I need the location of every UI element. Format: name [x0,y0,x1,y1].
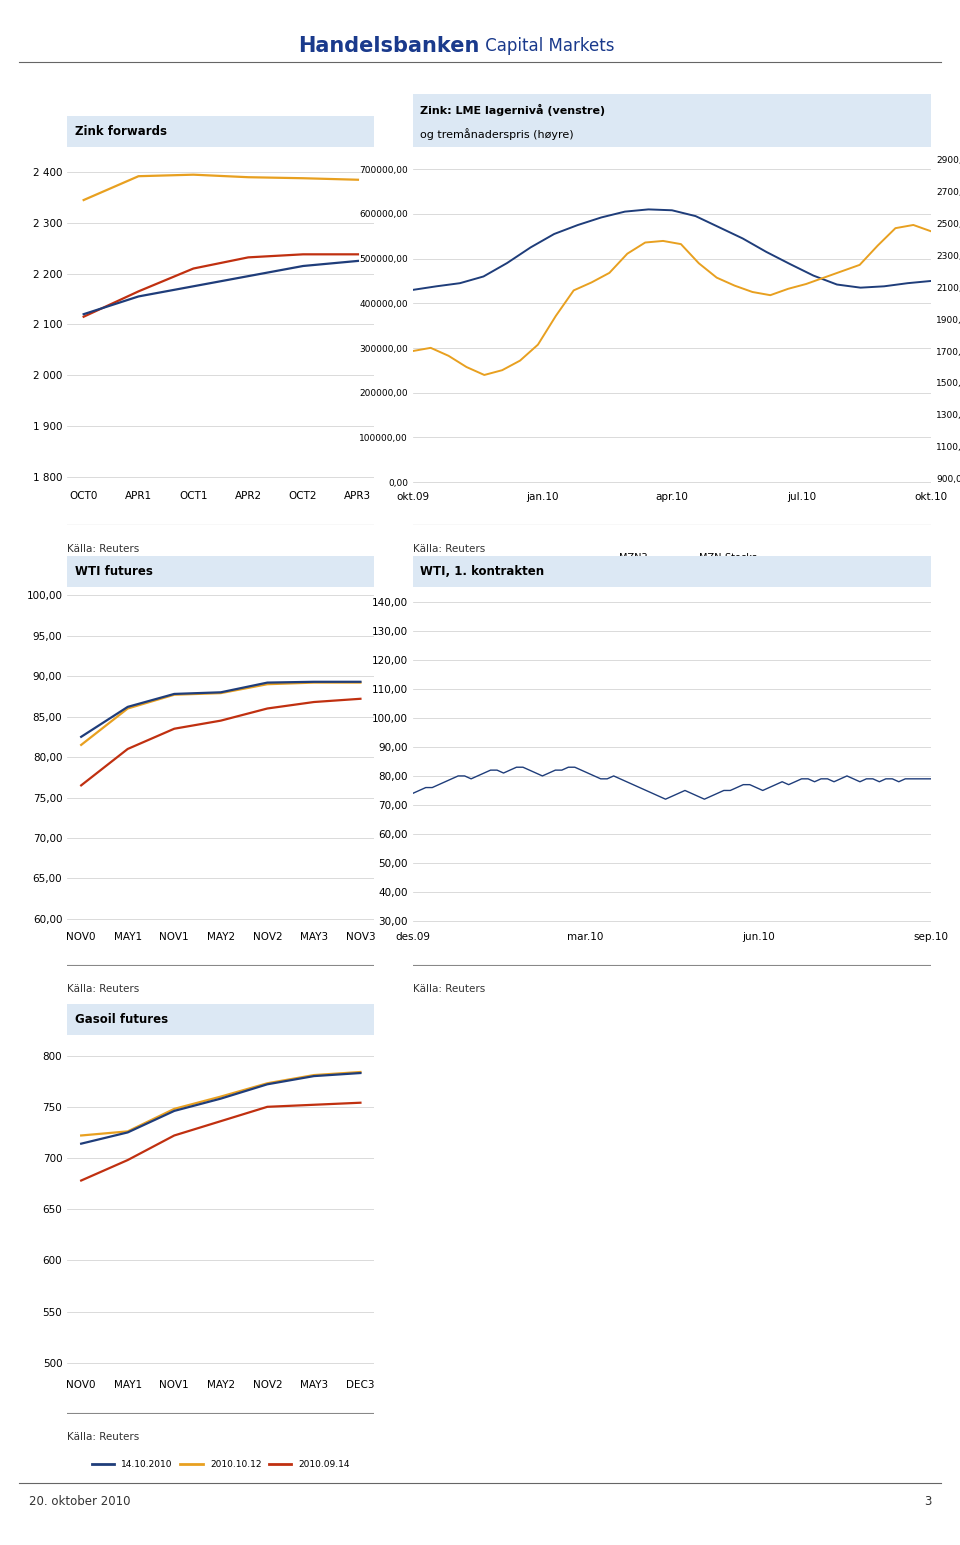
Text: WTI futures: WTI futures [75,565,153,578]
Text: Gasoil futures: Gasoil futures [75,1014,168,1026]
Legend: 2010.10.14, 2010.10.12, 2010.09.14: 2010.10.14, 2010.10.12, 2010.09.14 [88,569,353,584]
Text: Zink: LME lagernivå (venstre): Zink: LME lagernivå (venstre) [420,104,606,116]
Text: Källa: Reuters: Källa: Reuters [413,544,485,553]
Legend: MZN3, MZN-Stocks: MZN3, MZN-Stocks [583,548,761,567]
Text: Zink forwards: Zink forwards [75,125,167,138]
Text: og tremånaderspris (høyre): og tremånaderspris (høyre) [420,128,574,139]
Text: Handelsbanken: Handelsbanken [299,37,480,56]
Legend: 14.10.2010, 2010.10.12, 2010.09.14: 14.10.2010, 2010.10.12, 2010.09.14 [88,1457,353,1472]
Text: 3: 3 [924,1496,931,1508]
Text: Källa: Reuters: Källa: Reuters [67,544,139,553]
Text: Capital Markets: Capital Markets [480,37,614,56]
Text: Källa: Reuters: Källa: Reuters [67,984,139,993]
Text: WTI, 1. kontrakten: WTI, 1. kontrakten [420,565,544,578]
Text: 20. oktober 2010: 20. oktober 2010 [29,1496,131,1508]
Text: Källa: Reuters: Källa: Reuters [413,984,485,993]
Legend: 2010.10.14, 2010.10.12, 2010.09.14: 2010.10.14, 2010.10.12, 2010.09.14 [88,1009,353,1024]
Text: Källa: Reuters: Källa: Reuters [67,1432,139,1441]
